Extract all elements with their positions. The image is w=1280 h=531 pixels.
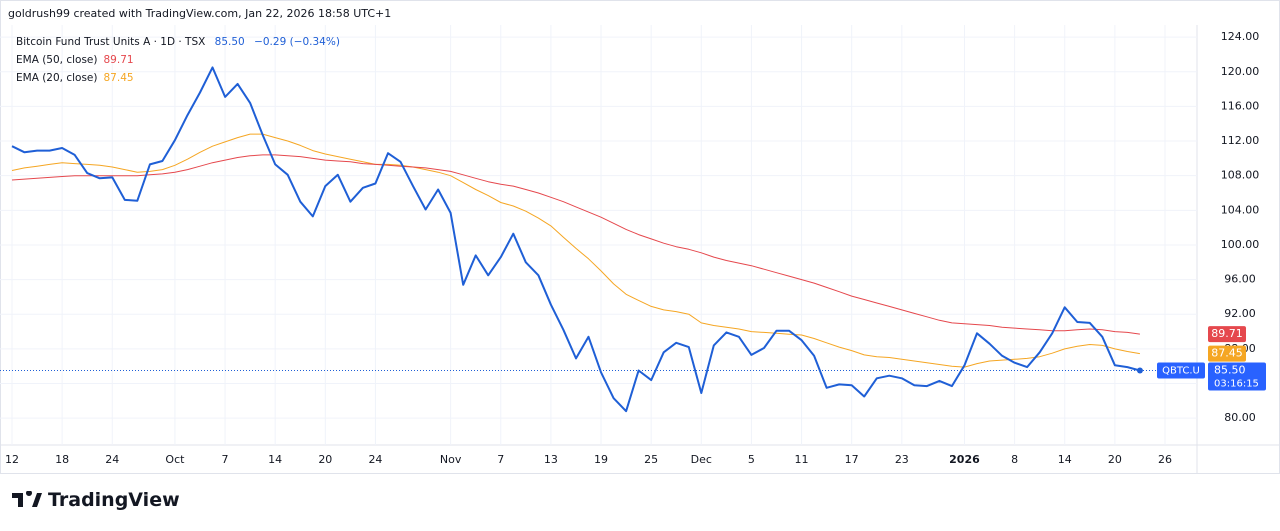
- x-tick-label: 7: [497, 453, 504, 466]
- legend-row: EMA (50, close) 89.71: [16, 51, 346, 69]
- price-change: −0.29 (−0.34%): [254, 36, 340, 48]
- x-tick-label: Dec: [691, 453, 712, 466]
- y-tick-label: 104.00: [1221, 203, 1260, 216]
- x-tick-label: 26: [1158, 453, 1172, 466]
- legend-row: Bitcoin Fund Trust Units A · 1D · TSX 85…: [16, 33, 346, 51]
- symbol-label: QBTC.U: [1162, 366, 1200, 377]
- brand: TradingView: [12, 489, 180, 511]
- legend-value: 87.45: [103, 72, 134, 84]
- legend-row: EMA (20, close) 87.45: [16, 69, 346, 87]
- last-price-dot: [1136, 367, 1143, 374]
- x-tick-label: 11: [795, 453, 809, 466]
- price-tag: [1208, 326, 1246, 343]
- x-tick-label: 14: [1058, 453, 1072, 466]
- brand-name: TradingView: [48, 489, 180, 511]
- y-tick-label: 108.00: [1221, 169, 1260, 182]
- symbol-tag: [1157, 362, 1205, 379]
- y-tick-label: 80.00: [1224, 411, 1256, 424]
- x-tick-label: Oct: [165, 453, 185, 466]
- brand-logo: [12, 491, 42, 507]
- legend-value: 89.71: [103, 54, 134, 66]
- y-tick-label: 92.00: [1224, 307, 1256, 320]
- x-tick-label: Nov: [440, 453, 462, 466]
- x-tick-label: 19: [594, 453, 608, 466]
- x-tick-label: 20: [318, 453, 332, 466]
- x-tick-label: 7: [222, 453, 229, 466]
- x-tick-label: 5: [748, 453, 755, 466]
- price-tag-label: 85.50: [1214, 364, 1246, 377]
- legend: Bitcoin Fund Trust Units A · 1D · TSX 85…: [16, 33, 346, 87]
- countdown: 03:16:15: [1214, 379, 1259, 390]
- x-tick-label: 2026: [949, 453, 980, 466]
- legend-label: EMA (50, close): [16, 54, 98, 66]
- legend-label: EMA (20, close): [16, 72, 98, 84]
- y-tick-label: 116.00: [1221, 99, 1260, 112]
- x-tick-label: 23: [895, 453, 909, 466]
- series-line: [11, 154, 1140, 335]
- y-tick-label: 96.00: [1224, 273, 1256, 286]
- y-tick-label: 124.00: [1221, 30, 1260, 43]
- series-line: [11, 133, 1140, 368]
- y-tick-label: 120.00: [1221, 65, 1260, 78]
- x-tick-label: 17: [845, 453, 859, 466]
- x-tick-label: 24: [105, 453, 119, 466]
- price-tag-label: 89.71: [1211, 327, 1243, 340]
- chart-title: Bitcoin Fund Trust Units A · 1D · TSX: [16, 36, 206, 48]
- x-tick-label: 13: [544, 453, 558, 466]
- x-tick-label: 8: [1011, 453, 1018, 466]
- x-tick-label: 20: [1108, 453, 1122, 466]
- y-tick-label: 100.00: [1221, 238, 1260, 251]
- price-tag: [1208, 362, 1266, 391]
- series-line: [11, 66, 1141, 413]
- x-tick-label: 25: [644, 453, 658, 466]
- x-tick-label: 24: [368, 453, 382, 466]
- price-tag-label: 87.45: [1211, 347, 1243, 360]
- header: goldrush99 created with TradingView.com,…: [8, 7, 392, 20]
- y-tick-label: 112.00: [1221, 134, 1260, 147]
- x-tick-label: 18: [55, 453, 69, 466]
- x-tick-label: 14: [268, 453, 282, 466]
- price-tag: [1208, 345, 1246, 362]
- x-tick-label: 12: [5, 453, 19, 466]
- last-price: 85.50: [214, 36, 245, 48]
